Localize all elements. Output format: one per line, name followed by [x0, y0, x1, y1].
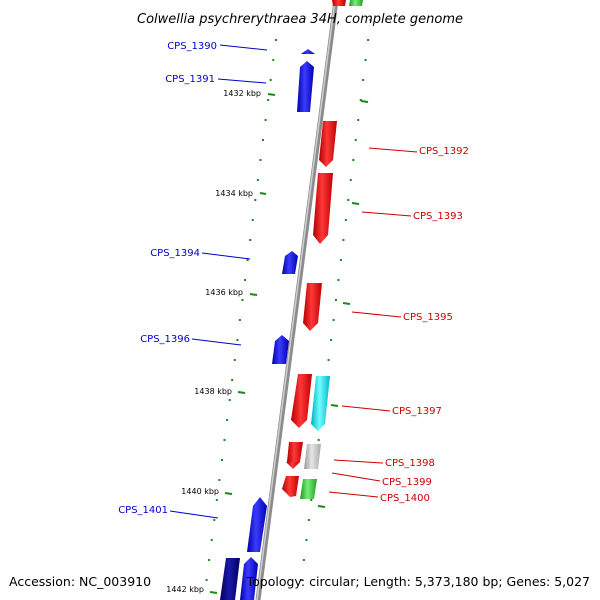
feature-cyan-cps-1397[interactable]: [311, 376, 330, 431]
scale-label-1442: 1442 kbp: [166, 585, 204, 594]
scale-label-1436: 1436 kbp: [205, 288, 243, 297]
gene-label-cps-1398[interactable]: CPS_1398: [385, 458, 435, 469]
gene-label-cps-1391[interactable]: CPS_1391: [165, 74, 215, 85]
scale-tick-1442: [209, 591, 218, 594]
topology-label: Topology: circular; Length: 5,373,180 bp…: [246, 574, 590, 589]
leader-cps-1393: [361, 211, 412, 217]
gene-arrow-cps-1398[interactable]: [287, 442, 303, 462]
gene-label-cps-1390[interactable]: CPS_1390: [167, 41, 217, 52]
leader-cps-1400: [328, 491, 379, 498]
gene-arrow-cps-1391[interactable]: [297, 61, 314, 112]
leader-cps-1396: [191, 338, 242, 346]
gene-arrow-cps-1392[interactable]: [319, 121, 337, 167]
scale-tick-1434: [259, 192, 267, 195]
gene-label-cps-1401[interactable]: CPS_1401: [118, 505, 168, 516]
gene-arrow-cps-1395[interactable]: [303, 283, 322, 331]
feature-gray-cps-1398[interactable]: [304, 444, 321, 469]
gene-label-cps-1399[interactable]: CPS_1399: [382, 477, 432, 488]
reverse-gene-top-partial[interactable]: [332, 0, 346, 6]
scale-tick-1436: [249, 293, 258, 296]
scale-tick-1440: [224, 492, 233, 495]
leader-cps-1399: [331, 472, 381, 482]
position-tick-track: [205, 19, 372, 581]
reverse-tick-3: [342, 302, 351, 305]
scale-tick-1432: [267, 93, 276, 96]
gene-arrow-cps-1397[interactable]: [291, 374, 312, 428]
accession-label: Accession: NC_003910: [9, 574, 152, 589]
gene-label-cps-1400[interactable]: CPS_1400: [380, 493, 430, 504]
reverse-tick-2: [351, 202, 360, 205]
gene-arrow-cps-1398-tip[interactable]: [286, 462, 300, 469]
reverse-tick-5: [317, 505, 326, 508]
gene-arrow-lower-forward-dark[interactable]: [220, 558, 240, 600]
gene-arrow-cps-1401[interactable]: [247, 497, 267, 552]
scale-label-1434: 1434 kbp: [215, 189, 253, 198]
leader-cps-1395: [351, 311, 402, 318]
gene-label-cps-1395[interactable]: CPS_1395: [403, 312, 453, 323]
gene-label-cps-1393[interactable]: CPS_1393: [413, 211, 463, 222]
gene-arrow-lower-forward[interactable]: [240, 557, 258, 600]
map-title: Colwellia psychrerythraea 34H, complete …: [137, 12, 463, 27]
leader-cps-1390: [219, 44, 268, 51]
scale-label-1440: 1440 kbp: [181, 487, 219, 496]
scale-label-1438: 1438 kbp: [194, 387, 232, 396]
genome-backbone: [255, 0, 339, 600]
leader-cps-1391: [217, 78, 267, 84]
gene-arrow-cps-1399[interactable]: [282, 476, 299, 497]
feature-green-cps-1400[interactable]: [300, 479, 317, 499]
gene-arrow-cps-1394[interactable]: [282, 251, 298, 274]
gene-label-cps-1392[interactable]: CPS_1392: [419, 146, 469, 157]
gene-arrow-cps-1396[interactable]: [272, 335, 289, 364]
leader-cps-1398: [333, 459, 384, 464]
gene-label-cps-1394[interactable]: CPS_1394: [150, 248, 200, 259]
scale-ticks: [209, 93, 369, 594]
feature-green-top-partial[interactable]: [349, 0, 363, 6]
reverse-tick-4: [330, 404, 339, 407]
reverse-tick-1: [360, 100, 369, 103]
leader-cps-1397: [341, 405, 391, 412]
gene-label-cps-1396[interactable]: CPS_1396: [140, 334, 190, 345]
scale-tick-1438: [237, 391, 246, 394]
leader-cps-1392: [368, 147, 418, 153]
leader-cps-1401: [169, 510, 219, 519]
gene-arrow-cps-1393[interactable]: [313, 173, 333, 244]
gene-label-cps-1397[interactable]: CPS_1397: [392, 406, 442, 417]
leader-cps-1394: [201, 252, 251, 260]
genome-backbone-highlight: [256, 0, 336, 600]
gene-arrow-cps-1390[interactable]: [301, 49, 315, 54]
scale-label-1432: 1432 kbp: [223, 89, 261, 98]
